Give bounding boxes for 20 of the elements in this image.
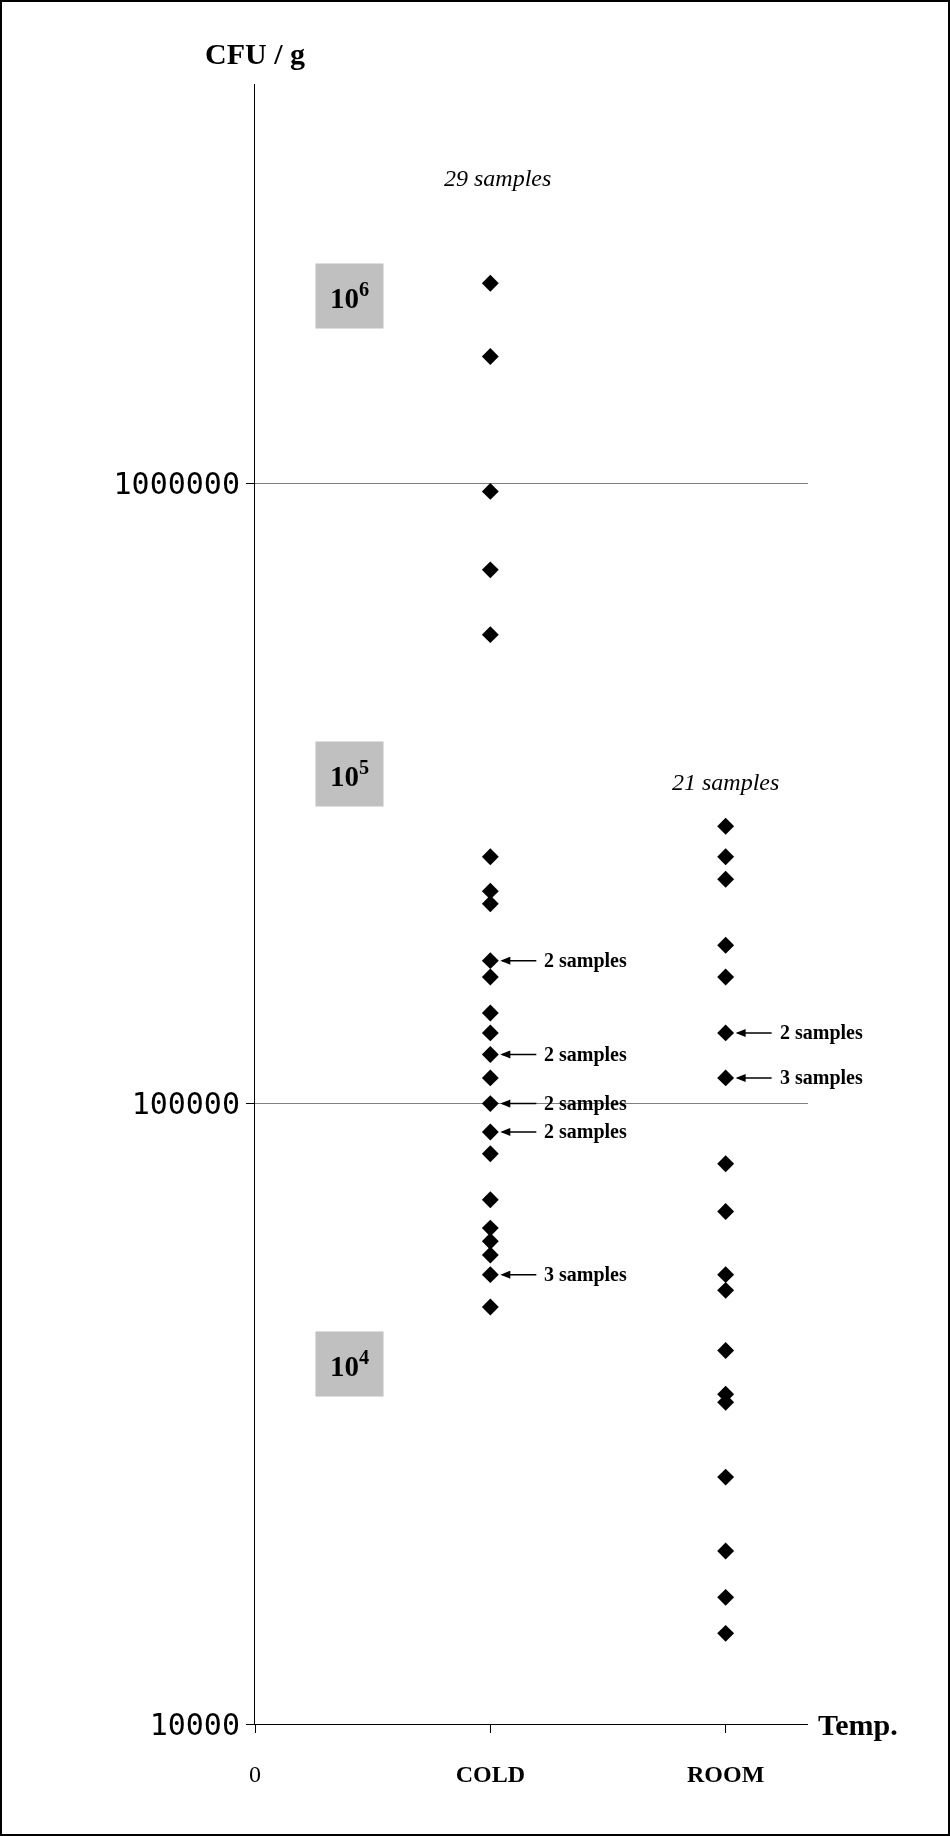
annotation: 2 samples: [544, 1092, 627, 1115]
y-tick-label: 1000000: [113, 465, 240, 501]
annotation: 3 samples: [780, 1066, 863, 1089]
annotation: 2 samples: [544, 1120, 627, 1143]
annotation: 3 samples: [544, 1263, 627, 1286]
annotation: 10$^{6}$: [330, 278, 370, 315]
annotation: 10$^{4}$: [330, 1346, 370, 1383]
annotation: 10$^{5}$: [330, 756, 370, 793]
x-tick-label: COLD: [455, 1760, 525, 1787]
annotation: 2 samples: [780, 1021, 863, 1044]
annotation: 2 samples: [544, 1043, 627, 1066]
y-axis-title: CFU / g: [205, 37, 305, 70]
y-tick-label: 100000: [131, 1086, 240, 1122]
x-tick-label: 0: [249, 1760, 261, 1787]
annotation: 2 samples: [544, 949, 627, 972]
annotation: 21 samples: [672, 769, 780, 795]
y-tick-label: 10000: [149, 1706, 240, 1742]
annotation: 29 samples: [444, 165, 552, 191]
x-axis-title: Temp.: [818, 1708, 898, 1741]
x-tick-label: ROOM: [686, 1760, 765, 1787]
